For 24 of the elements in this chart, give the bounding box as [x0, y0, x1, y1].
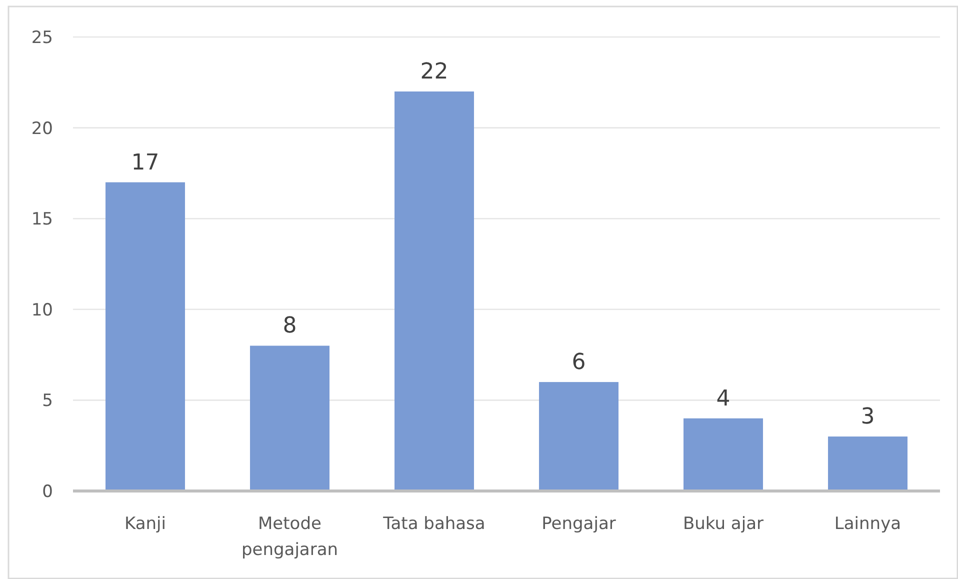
data-label: 17 [131, 150, 160, 176]
y-tick-label: 25 [31, 28, 53, 48]
bar [539, 382, 618, 491]
x-tick-label: Lainnya [834, 514, 902, 534]
x-tick-label: Pengajar [542, 514, 616, 534]
data-label: 22 [420, 59, 448, 84]
bar [250, 346, 330, 491]
bar [106, 182, 185, 491]
x-tick-label: Metode pengajaran [241, 514, 338, 560]
bar [684, 418, 763, 491]
x-tick-label: Buku ajar [683, 514, 764, 534]
bar [828, 436, 908, 491]
data-label: 3 [860, 404, 875, 430]
data-label: 4 [716, 386, 730, 412]
y-tick-label: 10 [31, 300, 53, 320]
data-label: 8 [282, 314, 297, 339]
y-tick-label: 20 [31, 118, 53, 139]
y-tick-label: 5 [42, 391, 53, 412]
y-tick-label: 0 [42, 482, 53, 502]
x-tick-label: Kanji [124, 514, 166, 534]
data-label: 6 [572, 350, 586, 376]
x-tick-label: Tata bahasa [382, 514, 486, 534]
y-tick-label: 15 [31, 210, 53, 230]
bar [394, 91, 474, 491]
